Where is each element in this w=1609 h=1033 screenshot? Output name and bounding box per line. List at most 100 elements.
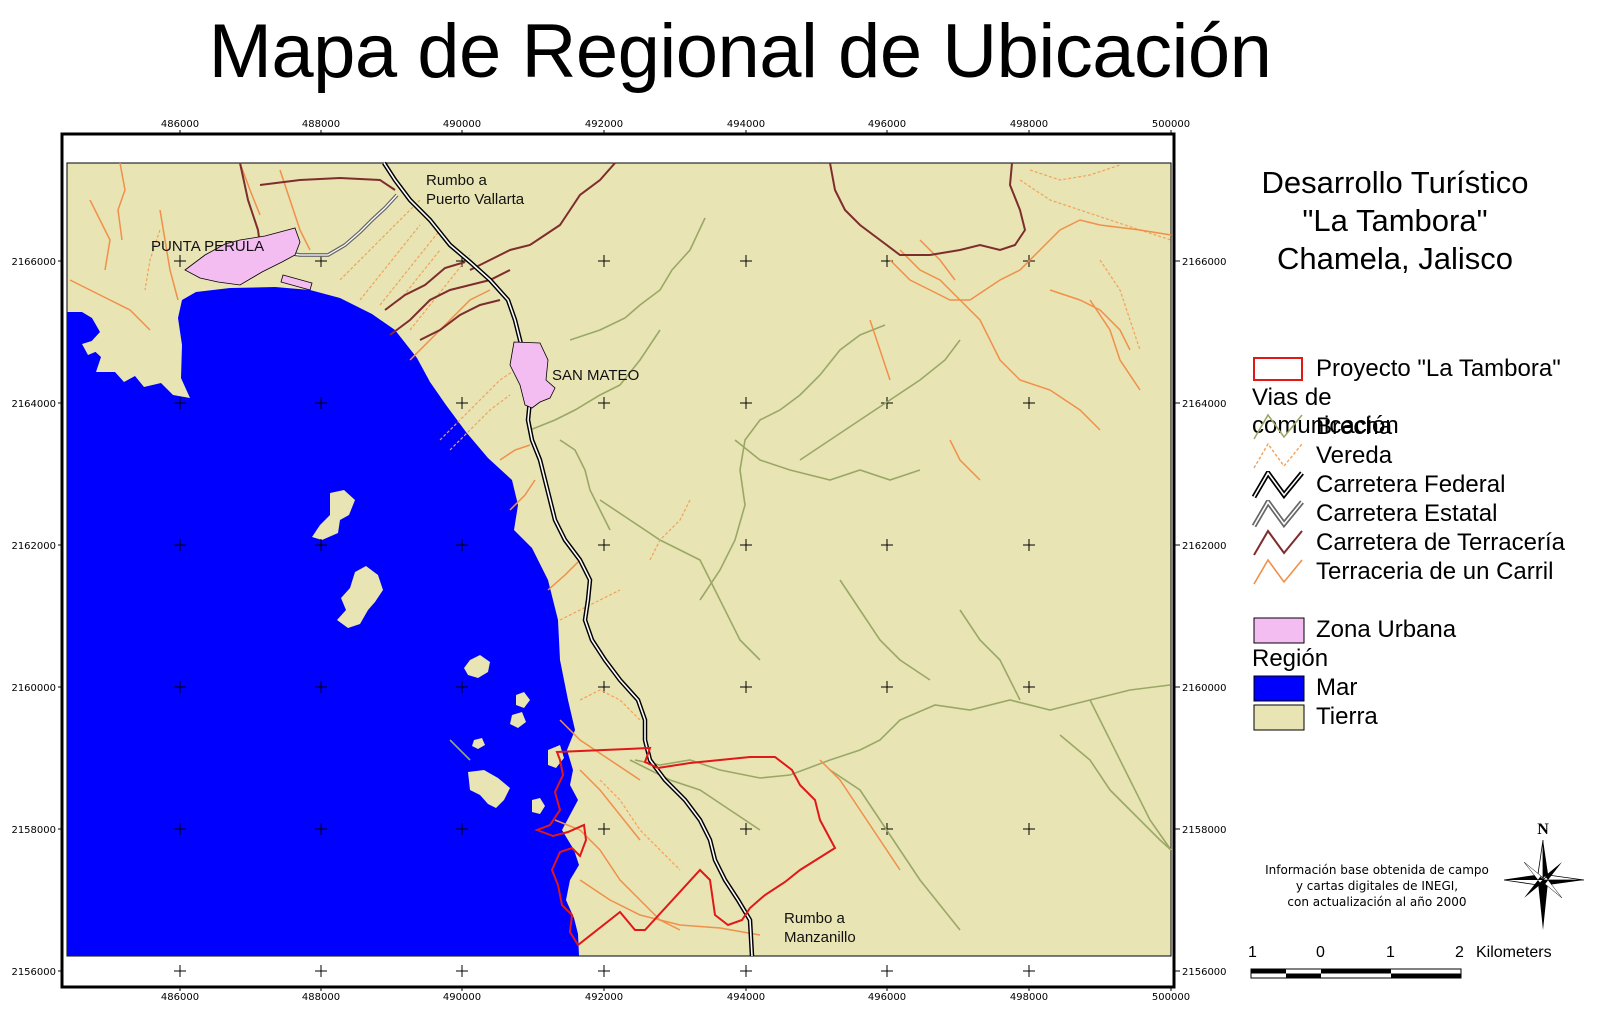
legend-heading-region: Región [1252,645,1329,672]
y-tick-label-left: 2164000 [11,399,56,410]
x-tick-label-bottom: 498000 [1010,992,1048,1003]
scale-label-3: 2 [1455,944,1464,961]
x-tick-label-top: 498000 [1010,119,1048,130]
project-title-line3: Chamela, Jalisco [1276,241,1514,276]
legend-label-carretera-terraceria: Carretera de Terracería [1316,529,1565,556]
scale-label-0: 1 [1248,944,1257,961]
legend-label-terraceria-carril: Terraceria de un Carril [1316,558,1554,585]
legend-symbol-mar [1253,675,1305,702]
x-tick-label-top: 488000 [302,119,340,130]
roads-carretera-terraceria [239,162,1027,341]
legend-label-carretera-estatal: Carretera Estatal [1316,500,1498,527]
x-tick-label-top: 494000 [727,119,765,130]
island [312,490,355,540]
x-tick-label-bottom: 496000 [868,992,906,1003]
y-tick-label-right: 2160000 [1182,683,1227,694]
legend-label-tierra: Tierra [1316,703,1378,730]
road-carretera-federal [382,161,755,957]
legend-label-mar: Mar [1316,674,1358,701]
project-title: Desarrollo Turístico "La Tambora" Chamel… [1215,164,1575,278]
y-tick-label-left: 2166000 [11,257,56,268]
legend-symbol-carretera-federal [1252,471,1304,499]
legend-symbol-brecha [1253,413,1303,440]
roads-vereda [144,164,1172,871]
legend-symbol-vereda [1253,442,1303,469]
place-punta-perula: PUNTA PERULA [151,238,264,255]
scale-bar-graphic [1250,968,1462,979]
island [472,738,485,749]
x-tick-label-top: 490000 [443,119,481,130]
y-tick-label-left: 2158000 [11,825,56,836]
place-san-mateo: SAN MATEO [552,367,639,384]
label-rumbo-mz-1: Rumbo a [784,910,846,927]
x-ticks-bottom: 486000 488000 490000 492000 494000 496000 4980… [161,987,1190,1003]
y-ticks-right: 2166000 2164000 2162000 2160000 2158000 21560… [1174,257,1227,978]
map-title: Mapa de Regional de Ubicación [208,9,1272,94]
y-tick-label-right: 2158000 [1182,825,1227,836]
y-tick-label-right: 2166000 [1182,257,1227,268]
x-tick-label-top: 492000 [585,119,623,130]
legend-heading-vias: Vias de comunicación [1252,384,1399,439]
y-tick-label-left: 2162000 [11,541,56,552]
y-ticks-left: 2166000 2164000 2162000 2160000 2158000 21560… [11,257,62,978]
scale-unit: Kilometers [1476,944,1552,961]
legend-label-proyecto: Proyecto "La Tambora" [1316,355,1561,382]
scale-label-2: 1 [1386,944,1395,961]
y-tick-label-right: 2164000 [1182,399,1227,410]
urban-zone-punta-perula-b [280,274,313,291]
urban-zone-san-mateo [509,341,556,409]
roads-terraceria-carril [69,162,1172,936]
land-patch [82,340,100,355]
urban-zone-punta-perula [184,227,301,286]
legend-symbol-tierra [1253,704,1305,731]
scale-label-1: 0 [1316,944,1325,961]
north-arrow-icon: N [1503,822,1585,930]
y-tick-label-left: 2160000 [11,683,56,694]
source-note-line3: con actualización al año 2000 [1287,895,1467,909]
project-title-line2: "La Tambora" [1302,203,1488,238]
source-note-line1: Información base obtenida de campo [1265,863,1489,877]
island [532,798,545,814]
project-title-line1: Desarrollo Turístico [1261,165,1529,200]
legend-symbol-proyecto [1253,357,1303,381]
x-tick-label-top: 496000 [868,119,906,130]
legend-label-brecha: Brecha [1316,413,1393,440]
legend-symbol-terraceria-carril [1253,558,1303,585]
source-note-line2: y cartas digitales de INEGI, [1295,879,1459,893]
legend-symbol-carretera-terraceria [1253,529,1303,556]
island [337,566,383,628]
island [516,692,530,708]
x-tick-label-top: 500000 [1152,119,1190,130]
island [510,712,526,728]
x-tick-label-bottom: 494000 [727,992,765,1003]
island [468,770,510,808]
island [464,655,490,678]
x-ticks-top: 486000 488000 490000 492000 494000 496000 4980… [161,119,1190,134]
north-label: N [1537,822,1549,838]
outer-frame [60,132,1176,989]
x-tick-label-bottom: 492000 [585,992,623,1003]
label-rumbo-pv-2: Puerto Vallarta [426,191,525,208]
y-tick-label-left: 2156000 [11,967,56,978]
legend-label-vereda: Vereda [1316,442,1393,469]
roads-brecha [449,217,1172,931]
road-carretera-estatal [279,193,399,257]
source-note: Información base obtenida de campo y car… [1232,862,1522,910]
legend-label-zona-urbana: Zona Urbana [1316,616,1457,643]
x-tick-label-top: 486000 [161,119,199,130]
project-boundary [534,746,837,947]
x-tick-label-bottom: 500000 [1152,992,1190,1003]
label-rumbo-mz-2: Manzanillo [784,929,856,946]
legend-label-carretera-federal: Carretera Federal [1316,471,1506,498]
legend-symbol-carretera-estatal [1252,500,1304,528]
scale-bar: 1 0 1 2 Kilometers [1248,944,1578,1004]
y-tick-label-right: 2156000 [1182,967,1227,978]
sea-area [67,287,579,956]
x-tick-label-bottom: 488000 [302,992,340,1003]
x-tick-label-bottom: 490000 [443,992,481,1003]
x-tick-label-bottom: 486000 [161,992,199,1003]
label-rumbo-pv-1: Rumbo a [426,172,488,189]
legend-symbol-zona-urbana [1253,617,1305,644]
y-tick-label-right: 2162000 [1182,541,1227,552]
